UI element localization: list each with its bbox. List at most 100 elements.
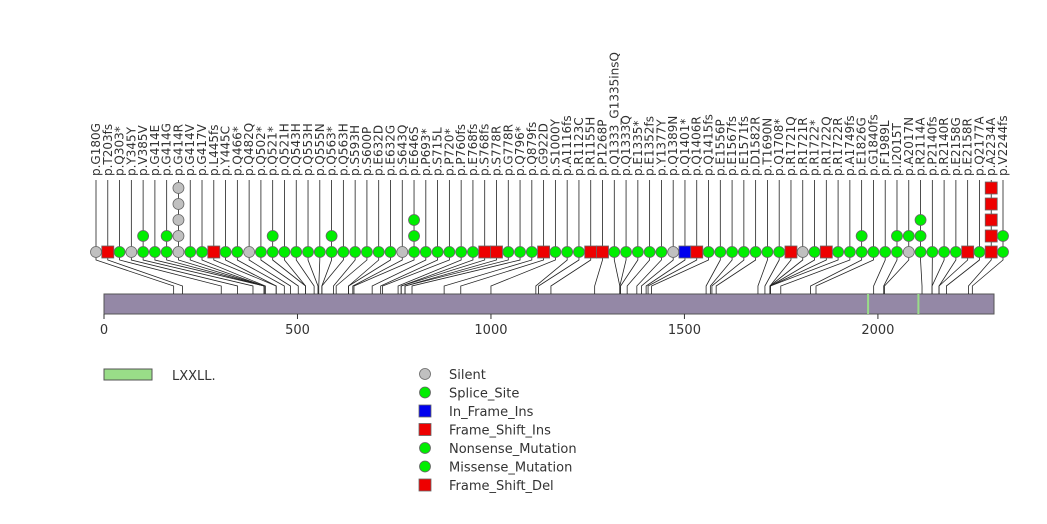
- mutation-marker: [631, 246, 644, 258]
- connector-line: [873, 180, 886, 294]
- connector-line: [107, 180, 183, 294]
- mutation-label: p.A1116fs: [560, 115, 574, 176]
- mutation-marker: [749, 246, 762, 258]
- mutation-marker: [101, 245, 115, 259]
- connector-line: [142, 180, 254, 294]
- mutation-label: p.Q2177A: [972, 116, 986, 176]
- mutation-marker: [408, 214, 420, 226]
- mutation-label: p.G180G: [89, 123, 103, 176]
- mutation-marker: [819, 245, 833, 259]
- mutation-label: p.Q521*: [266, 126, 280, 176]
- mutation-label: p.R1722*: [808, 120, 822, 176]
- connector-line: [284, 180, 307, 294]
- mutation-marker: [596, 245, 609, 259]
- mutation-label: p.G414V: [183, 123, 197, 176]
- mutation-label: p.A2234A: [984, 117, 998, 176]
- mutation-marker: [773, 246, 786, 258]
- mutation-marker: [243, 246, 256, 258]
- connector-line: [645, 180, 686, 294]
- mutation-label: p.Q543H: [289, 123, 303, 176]
- mutation-marker: [737, 246, 750, 258]
- mutation-marker: [372, 246, 385, 258]
- legend-label: Silent: [449, 368, 486, 383]
- mutation-label: p.R2114A: [914, 117, 928, 176]
- legend-swatch: [419, 442, 431, 454]
- legend-swatch: [419, 386, 431, 399]
- mutation-label: p.V385V: [136, 124, 150, 176]
- connector-line: [321, 180, 344, 294]
- connector-line: [769, 180, 839, 294]
- mutation-label: p.E632D: [372, 125, 386, 176]
- mutation-label: p.Q1708*: [772, 119, 786, 176]
- mutation-marker: [455, 246, 468, 258]
- mutation-marker: [478, 245, 492, 259]
- mutation-marker: [984, 245, 998, 259]
- connector-line: [400, 180, 486, 294]
- connector-line: [443, 180, 533, 294]
- mutation-label: p.R1722R: [831, 117, 845, 176]
- connector-line: [931, 180, 945, 294]
- connector-line: [550, 180, 592, 294]
- mutation-label: p.P693*: [419, 128, 433, 176]
- mutation-marker: [266, 230, 279, 242]
- mutation-label: p.E2158G: [949, 117, 963, 176]
- connector-line: [295, 180, 315, 294]
- connector-line: [411, 180, 521, 294]
- mutation-marker: [113, 246, 126, 258]
- mutation-marker: [902, 246, 915, 258]
- mutation-marker: [984, 181, 998, 195]
- mutation-label: p.Q555N: [313, 123, 327, 176]
- connector-line: [769, 180, 792, 294]
- mutation-label: p.V2244fs: [996, 115, 1010, 176]
- connector-line: [236, 180, 285, 294]
- mutation-label: p.E1335*: [631, 120, 645, 176]
- mutation-label: p.Q1401*: [678, 119, 692, 176]
- mutation-marker: [761, 246, 774, 258]
- connector-line: [535, 180, 568, 294]
- mutation-marker: [313, 246, 326, 258]
- legend-swatch: [418, 404, 432, 418]
- connector-line: [769, 180, 827, 294]
- connector-line: [318, 180, 321, 294]
- connector-line: [780, 180, 851, 294]
- mutation-label: p.D1582R: [749, 116, 763, 176]
- connector-line: [538, 180, 580, 294]
- mutation-label: p.R1123C: [572, 117, 586, 176]
- connector-line: [810, 180, 863, 294]
- mutation-marker: [443, 246, 456, 258]
- mutation-marker: [384, 246, 397, 258]
- mutation-marker: [702, 246, 715, 258]
- mutation-marker: [891, 230, 903, 242]
- mutation-label: p.T203fs: [101, 124, 115, 176]
- legend-domain-label: LXXLL.: [172, 369, 216, 384]
- connector-line: [626, 180, 651, 294]
- mutation-label: p.P760fs: [454, 124, 468, 176]
- mutation-label: p.Q1406R: [690, 116, 704, 176]
- mutation-marker: [926, 246, 939, 258]
- mutation-marker: [549, 246, 562, 258]
- mutation-marker: [949, 246, 962, 258]
- mutation-marker: [90, 246, 102, 258]
- connector-line: [353, 180, 415, 294]
- mutation-label: p.Y1377Y: [654, 119, 668, 176]
- mutation-marker: [408, 246, 420, 258]
- connector-line: [883, 180, 898, 294]
- mutation-marker: [125, 246, 138, 258]
- mutation-label: p.Q521H: [277, 123, 291, 176]
- mutation-label: p.A2017N: [902, 117, 916, 176]
- mutation-label: p.E1571fs: [737, 116, 751, 176]
- mutation-label: p.L445fs: [207, 125, 221, 177]
- mutation-marker: [867, 246, 880, 258]
- connector-line: [938, 180, 957, 294]
- protein-backbone-group: [103, 293, 995, 315]
- mutation-marker: [408, 230, 420, 242]
- mutation-marker: [184, 246, 197, 258]
- mutation-label: p.G778R: [501, 124, 515, 176]
- connector-line: [382, 180, 450, 294]
- legend-label: Frame_Shift_Ins: [449, 424, 551, 439]
- mutation-marker: [997, 230, 1009, 242]
- mutation-marker: [502, 246, 515, 258]
- mutation-marker: [655, 246, 668, 258]
- mutation-label: p.E768fs: [466, 124, 480, 176]
- mutation-marker: [984, 197, 998, 211]
